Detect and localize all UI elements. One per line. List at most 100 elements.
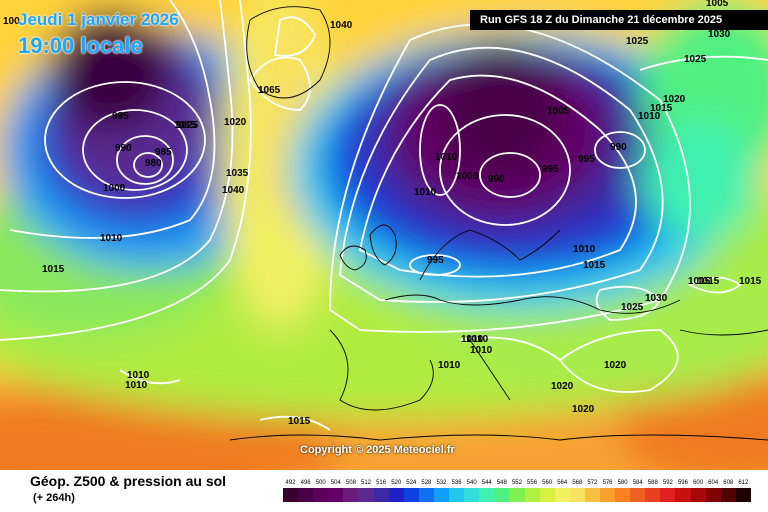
- scale-label: 512: [361, 480, 372, 486]
- scale-label: 524: [406, 480, 417, 486]
- valid-date: Jeudi 1 janvier 2026: [18, 10, 179, 29]
- copyright-notice: Copyright © 2025 Meteociel.fr: [300, 444, 455, 456]
- scale-label: 548: [496, 480, 507, 486]
- scale-swatch: [373, 488, 389, 502]
- isobar-label: 1065: [258, 85, 281, 96]
- isobar-label: 1015: [650, 103, 673, 114]
- isobar-label: 100: [3, 16, 20, 27]
- isobar-label: 995: [542, 164, 559, 175]
- scale-swatch: [569, 488, 585, 502]
- isobar-label: 1010: [100, 233, 123, 244]
- coastlines: [229, 6, 768, 441]
- scale-swatch: [615, 488, 631, 502]
- isobar-label: 1015: [739, 276, 762, 287]
- scale-swatch: [298, 488, 314, 502]
- scale-swatch: [449, 488, 465, 502]
- scale-label: 544: [481, 480, 492, 486]
- isobar-label: 1020: [663, 94, 686, 105]
- isobar-label: 1015: [697, 276, 720, 287]
- scale-swatch: [433, 488, 450, 502]
- color-scale-labels: 492 496 500 504 508 512 516 520 524 528 532 536 540 5…: [283, 478, 751, 488]
- isobar-label: 1040: [330, 20, 353, 31]
- isobar-label: 1000: [456, 171, 479, 182]
- scale-swatch: [660, 488, 676, 502]
- isobar-label: 1010: [470, 345, 493, 356]
- isobar-label: 1010: [438, 360, 461, 371]
- isobar-label: 1025: [626, 36, 649, 47]
- scale-label: 584: [632, 480, 643, 486]
- valid-time: 19:00 locale: [18, 33, 143, 58]
- isobar-label: 985: [155, 147, 172, 158]
- isobar-label: 1010: [466, 334, 489, 345]
- scale-label: 540: [466, 480, 477, 486]
- scale-label: 492: [285, 480, 296, 486]
- scale-label: 508: [345, 480, 356, 486]
- isobar-label: 1015: [288, 416, 311, 427]
- isobar-label: 990: [488, 174, 505, 185]
- scale-swatch: [675, 488, 691, 502]
- scale-label: 572: [587, 480, 598, 486]
- scale-swatch: [630, 488, 646, 502]
- scale-swatch: [584, 488, 600, 502]
- forecast-lead-time: (+ 264h): [33, 492, 75, 504]
- scale-label: 568: [572, 480, 583, 486]
- isobar-label: 1035: [226, 168, 249, 179]
- scale-label: 600: [693, 480, 704, 486]
- scale-label: 516: [376, 480, 387, 486]
- scale-swatch: [328, 488, 344, 502]
- scale-swatch: [418, 488, 434, 502]
- isobar-label: 1025: [684, 54, 707, 65]
- scale-swatch: [343, 488, 359, 502]
- scale-label: 588: [647, 480, 658, 486]
- scale-swatch: [645, 488, 661, 502]
- scale-label: 532: [436, 480, 447, 486]
- scale-swatch: [720, 488, 736, 502]
- scale-label: 560: [542, 480, 553, 486]
- scale-swatch: [494, 488, 510, 502]
- isobar-label: 1025: [176, 120, 199, 131]
- scale-swatch: [509, 488, 525, 502]
- scale-label: 592: [662, 480, 673, 486]
- isobar-label: 1040: [222, 185, 245, 196]
- isobar-label: 995: [427, 255, 444, 266]
- isobar-label: 990: [610, 142, 627, 153]
- scale-label: 536: [451, 480, 462, 486]
- isobar-label: 1015: [688, 276, 711, 287]
- color-scale-bar: [283, 488, 751, 502]
- legend-footer: Géop. Z500 & pression au sol (+ 264h) 49…: [0, 470, 768, 512]
- isobar-label: 990: [115, 143, 132, 154]
- scale-label: 576: [602, 480, 613, 486]
- isobar-label: 1025: [621, 302, 644, 313]
- isobar-label: 1005: [547, 106, 570, 117]
- isobar-label: 1005: [706, 0, 729, 9]
- scale-swatch: [479, 488, 495, 502]
- run-info-banner: Run GFS 18 Z du Dimanche 21 décembre 202…: [470, 10, 768, 30]
- scale-swatch: [388, 488, 404, 502]
- scale-label: 552: [511, 480, 522, 486]
- scale-swatch: [690, 488, 706, 502]
- scale-label: 520: [391, 480, 402, 486]
- isobar-label: 1020: [224, 117, 247, 128]
- product-title: Géop. Z500 & pression au sol: [30, 473, 227, 489]
- isobar-label: 995: [112, 111, 129, 122]
- isobar-label: 1010: [125, 380, 148, 391]
- isobar-label: 1015: [174, 120, 197, 131]
- map-canvas: 100 1040 995 990 980 985 1000 1010 1015 …: [0, 0, 768, 470]
- scale-swatch: [735, 488, 751, 502]
- scale-swatch: [554, 488, 570, 502]
- scale-label: 604: [708, 480, 719, 486]
- isobar-label: 1030: [708, 29, 731, 40]
- scale-label: 504: [330, 480, 341, 486]
- scale-label: 500: [315, 480, 326, 486]
- isobar-labels: 100 1040 995 990 980 985 1000 1010 1015 …: [3, 0, 762, 427]
- scale-swatch: [705, 488, 721, 502]
- isobar-label: 1000: [103, 183, 126, 194]
- isobar-label: 1010: [461, 334, 484, 345]
- isobar-label: 1010: [435, 152, 458, 163]
- isobar-label: 995: [578, 154, 595, 165]
- scale-label: 608: [723, 480, 734, 486]
- scale-label: 556: [527, 480, 538, 486]
- isobar-label: 980: [145, 158, 162, 169]
- isobar-label: 1030: [645, 293, 668, 304]
- scale-swatch: [524, 488, 540, 502]
